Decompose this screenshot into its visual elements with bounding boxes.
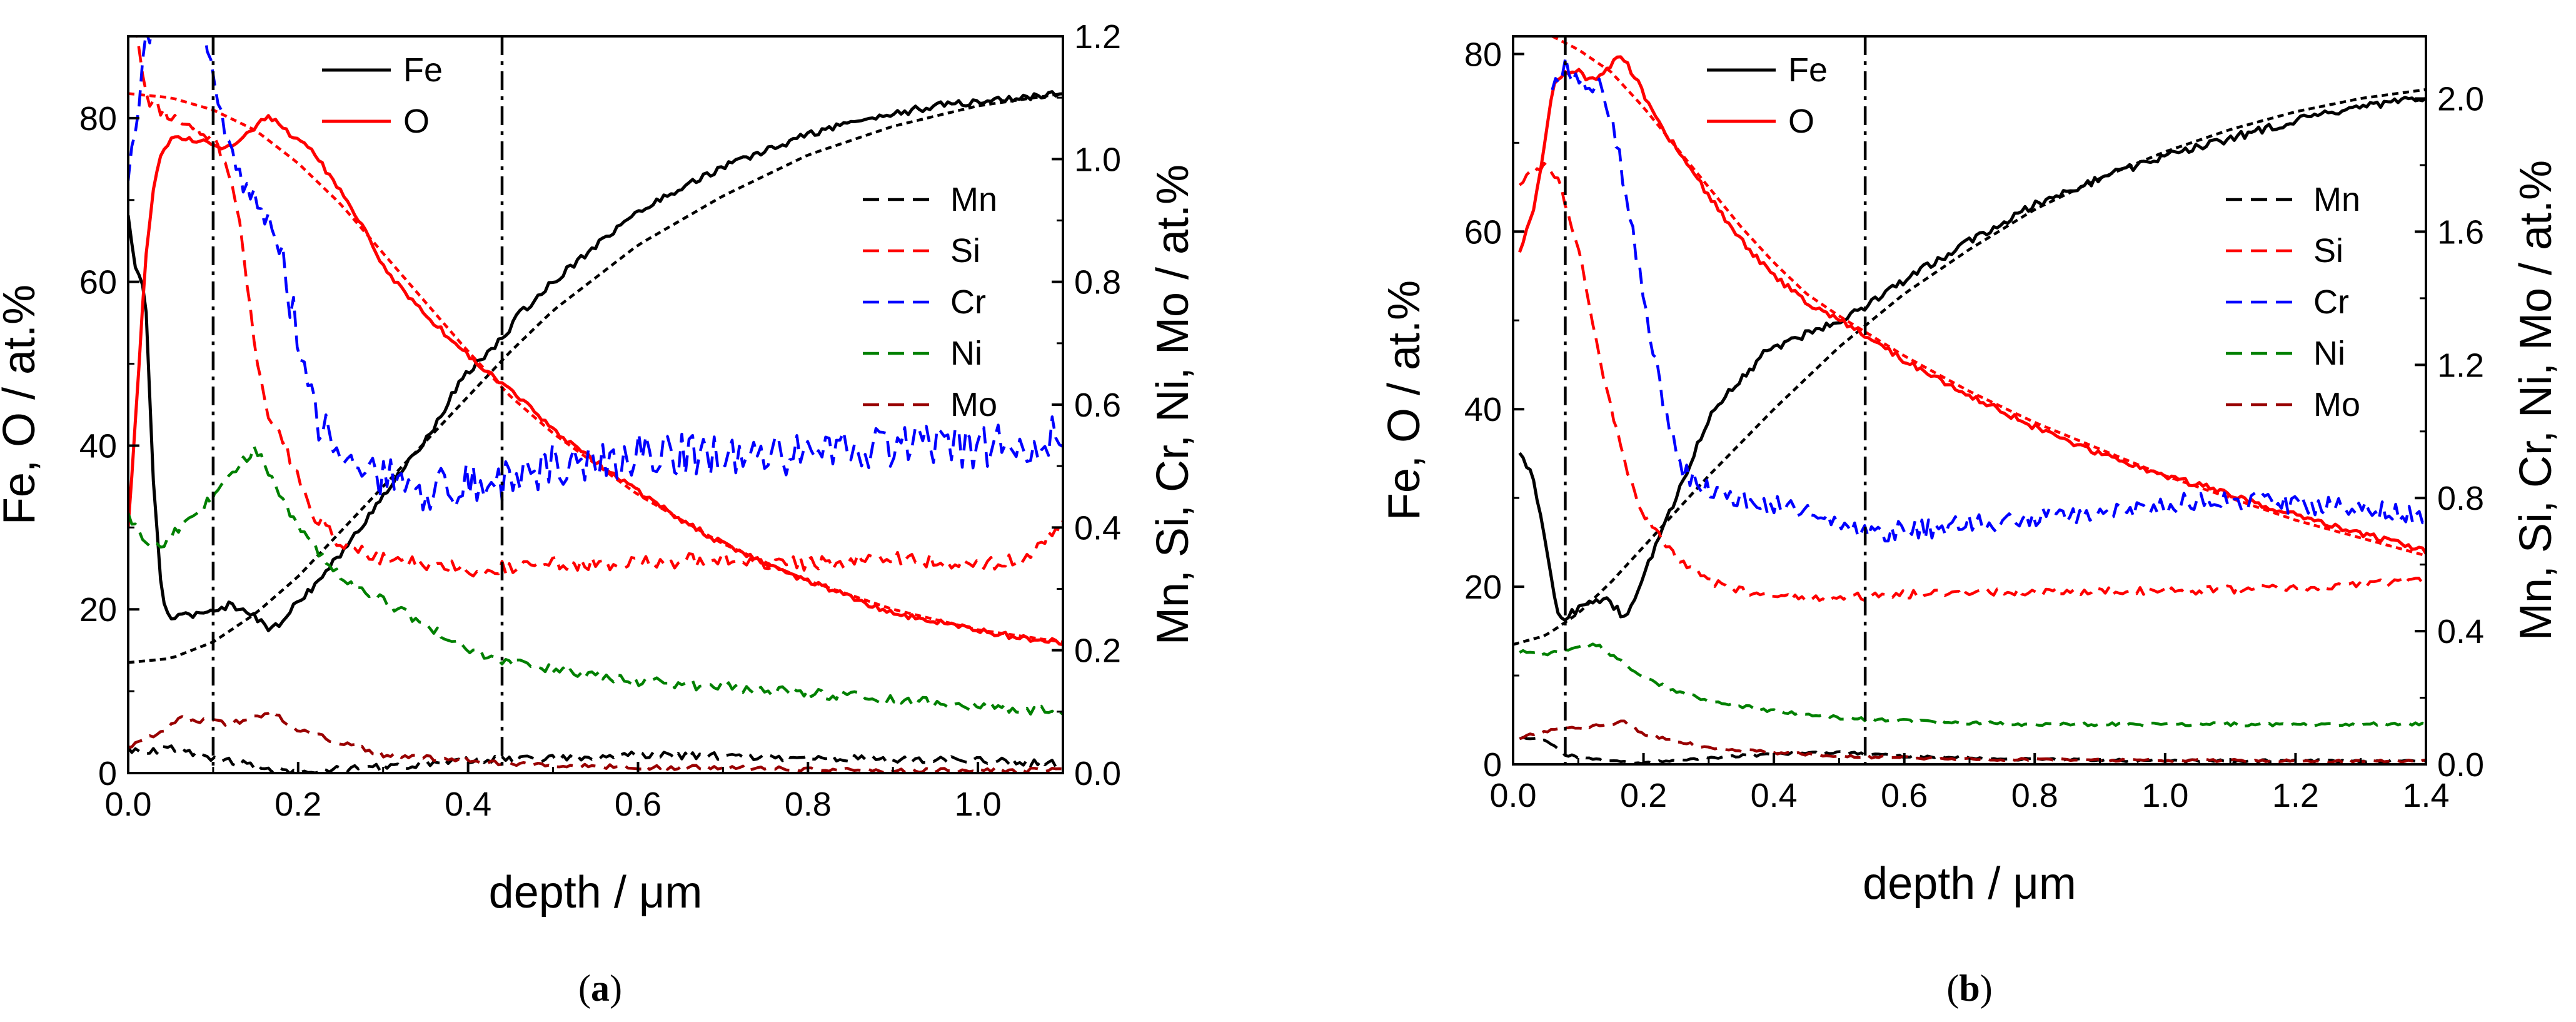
y-right-tick-label-0-a: 0.0 — [1074, 755, 1121, 792]
y-right-tick-label-3-a: 0.6 — [1074, 387, 1121, 424]
y-left-tick-label-3-a: 60 — [79, 264, 117, 301]
y-right-tick-label-2-a: 0.4 — [1074, 509, 1121, 547]
series-cr-b — [1551, 55, 2426, 543]
legend-fe-o-a: Fe O — [322, 51, 443, 140]
y-left-tick-label-0-a: 0 — [98, 755, 117, 792]
y-right-tick-label-1-a: 0.2 — [1074, 632, 1121, 670]
y-right-tick-label-1-b: 0.4 — [2437, 613, 2484, 650]
series-o-fit-b — [1551, 36, 2426, 557]
caption-a: (a) — [578, 968, 622, 1009]
x-tick-label-1-b: 0.2 — [1620, 777, 1667, 814]
series-si-b — [1518, 161, 2426, 603]
chart-panel-a: 0.0 0.2 0.4 0.6 0.8 1.0 0 20 40 60 80 0.0 0.2 0.4 0.6 0… — [0, 18, 1198, 1009]
y-right-tick-label-6-a: 1.2 — [1074, 18, 1121, 56]
y-right-tick-label-4-b: 1.6 — [2437, 213, 2484, 251]
legend-label-fe-a: Fe — [403, 51, 443, 89]
y-right-tick-label-4-a: 0.8 — [1074, 264, 1121, 301]
series-ni-a — [128, 445, 1063, 717]
y-right-tick-label-0-b: 0.0 — [2437, 746, 2484, 784]
legend-label-si-a: Si — [950, 232, 980, 270]
series-mo-a — [128, 709, 1063, 773]
legend-label-si-b: Si — [2313, 232, 2343, 270]
x-tick-label-5-a: 1.0 — [955, 786, 1002, 823]
series-si-a — [136, 36, 1063, 578]
legend-label-mn-a: Mn — [950, 181, 997, 218]
caption-close-a: ) — [610, 968, 622, 1009]
series-fe-a — [128, 90, 1063, 632]
x-tick-label-2-b: 0.4 — [1751, 777, 1798, 814]
caption-open-b: ( — [1946, 968, 1959, 1009]
y-left-tick-label-4-b: 80 — [1464, 36, 1502, 73]
x-tick-label-5-b: 1.0 — [2141, 777, 2188, 814]
legend-label-ni-b: Ni — [2313, 335, 2345, 372]
caption-b: (b) — [1946, 968, 1992, 1009]
caption-letter-b: b — [1959, 968, 1980, 1009]
x-tick-label-0-b: 0.0 — [1489, 777, 1536, 814]
legend-label-fe-b: Fe — [1788, 51, 1828, 89]
y-axis-label-left-a: Fe, O / at.% — [0, 285, 44, 525]
y-left-tick-label-2-b: 40 — [1464, 391, 1502, 428]
series-fe-fit-a — [128, 92, 1063, 664]
legend-fe-o-b: Fe O — [1707, 51, 1828, 140]
series-fe-fit-b — [1513, 88, 2426, 646]
legend-label-cr-b: Cr — [2313, 283, 2349, 321]
x-tick-label-4-a: 0.8 — [785, 786, 832, 823]
x-tick-label-7-b: 1.4 — [2402, 777, 2449, 814]
x-tick-label-3-b: 0.6 — [1881, 777, 1928, 814]
x-axis-label-a: depth / μm — [489, 868, 703, 918]
legend-label-o-b: O — [1788, 103, 1814, 140]
legend-label-o-a: O — [403, 103, 430, 140]
y-axis-label-right-a: Mn, Si, Cr, Ni, Mo / at.% — [1148, 164, 1198, 645]
y-right-tick-label-5-a: 1.0 — [1074, 141, 1121, 178]
legend-label-cr-a: Cr — [950, 283, 986, 321]
x-tick-label-6-b: 1.2 — [2272, 777, 2319, 814]
series-layer-a — [128, 36, 1063, 773]
reference-lines-b — [1564, 36, 1867, 764]
y-left-tick-label-3-b: 60 — [1464, 213, 1502, 251]
caption-letter-a: a — [591, 968, 610, 1009]
reference-lines-a — [211, 36, 504, 773]
y-right-tick-label-2-b: 0.8 — [2437, 480, 2484, 517]
legend-label-ni-a: Ni — [950, 335, 982, 372]
series-layer-b — [1513, 36, 2426, 764]
y-right-tick-label-3-b: 1.2 — [2437, 347, 2484, 384]
legend-label-mo-b: Mo — [2313, 386, 2360, 423]
y-left-tick-label-1-b: 20 — [1464, 569, 1502, 606]
legend-minor-elements-a: Mn Si Cr Ni Mo — [863, 181, 997, 423]
series-fe-b — [1518, 96, 2426, 622]
series-mo-b — [1519, 719, 2426, 764]
y-left-tick-label-1-a: 20 — [79, 591, 117, 629]
caption-close-b: ) — [1980, 968, 1993, 1009]
y-right-tick-label-5-b: 2.0 — [2437, 81, 2484, 118]
x-axis-label-b: depth / μm — [1863, 859, 2076, 909]
x-tick-label-1-a: 0.2 — [274, 786, 321, 823]
y-left-tick-label-0-b: 0 — [1483, 746, 1502, 784]
axis-ticks-a: 0.0 0.2 0.4 0.6 0.8 1.0 0 20 40 60 80 0.0 0.2 0.4 0.6 0… — [79, 18, 1121, 823]
x-tick-label-4-b: 0.8 — [2011, 777, 2058, 814]
y-left-tick-label-2-a: 40 — [79, 427, 117, 465]
legend-minor-elements-b: Mn Si Cr Ni Mo — [2226, 181, 2360, 423]
x-tick-label-0-a: 0.0 — [104, 786, 151, 823]
x-tick-label-3-a: 0.6 — [615, 786, 662, 823]
legend-label-mo-a: Mo — [950, 386, 997, 423]
series-cr-a — [128, 36, 1063, 512]
chart-panel-b: 0.0 0.2 0.4 0.6 0.8 1.0 1.2 1.4 0 20 40 60 80 0.0 0.4 0… — [1379, 35, 2561, 1009]
caption-open-a: ( — [578, 968, 591, 1009]
y-axis-label-right-b: Mn, Si, Cr, Ni, Mo / at.% — [2511, 160, 2561, 640]
series-mn-a — [128, 744, 1063, 773]
y-axis-label-left-b: Fe, O / at.% — [1379, 280, 1429, 520]
axis-ticks-b: 0.0 0.2 0.4 0.6 0.8 1.0 1.2 1.4 0 20 40 60 80 0.0 0.4 0… — [1464, 36, 2484, 814]
x-tick-label-2-a: 0.4 — [445, 786, 491, 823]
y-left-tick-label-4-a: 80 — [79, 100, 117, 138]
series-ni-b — [1519, 642, 2426, 728]
legend-label-mn-b: Mn — [2313, 181, 2360, 218]
